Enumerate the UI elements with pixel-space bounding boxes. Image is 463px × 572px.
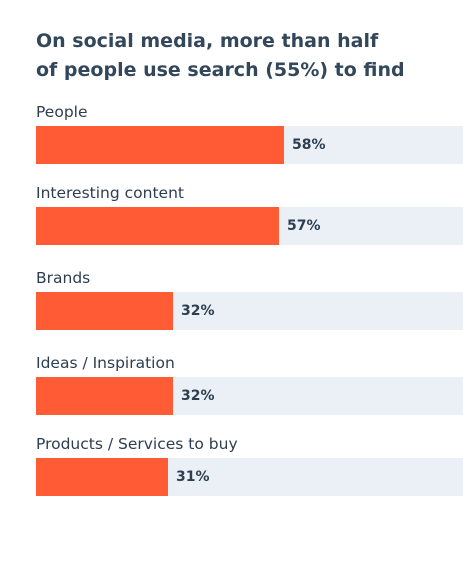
bar-track: 32% bbox=[36, 377, 463, 415]
category-label: Brands bbox=[36, 269, 91, 287]
chart-title-line-2: of people use search (55%) to find bbox=[36, 59, 405, 81]
bar-track: 31% bbox=[36, 458, 463, 496]
chart-title: On social media, more than half of peopl… bbox=[36, 27, 436, 85]
bar bbox=[36, 292, 173, 330]
bar-row: People 58% bbox=[36, 103, 463, 164]
value-label: 32% bbox=[181, 388, 215, 404]
value-label: 31% bbox=[176, 469, 210, 485]
category-label: Interesting content bbox=[36, 184, 184, 202]
bar-row: Products / Services to buy 31% bbox=[36, 435, 463, 496]
bar bbox=[36, 207, 279, 245]
bar bbox=[36, 458, 168, 496]
value-label: 57% bbox=[287, 218, 321, 234]
bar-row: Interesting content 57% bbox=[36, 184, 463, 245]
bar-row: Ideas / Inspiration 32% bbox=[36, 354, 463, 415]
bar-row: Brands 32% bbox=[36, 269, 463, 330]
value-label: 58% bbox=[292, 137, 326, 153]
chart-title-line-1: On social media, more than half bbox=[36, 30, 379, 52]
category-label: People bbox=[36, 103, 88, 121]
bar-track: 32% bbox=[36, 292, 463, 330]
bar-track: 57% bbox=[36, 207, 463, 245]
value-label: 32% bbox=[181, 303, 215, 319]
category-label: Ideas / Inspiration bbox=[36, 354, 175, 372]
bar bbox=[36, 126, 284, 164]
bar-track: 58% bbox=[36, 126, 463, 164]
category-label: Products / Services to buy bbox=[36, 435, 238, 453]
bar bbox=[36, 377, 173, 415]
